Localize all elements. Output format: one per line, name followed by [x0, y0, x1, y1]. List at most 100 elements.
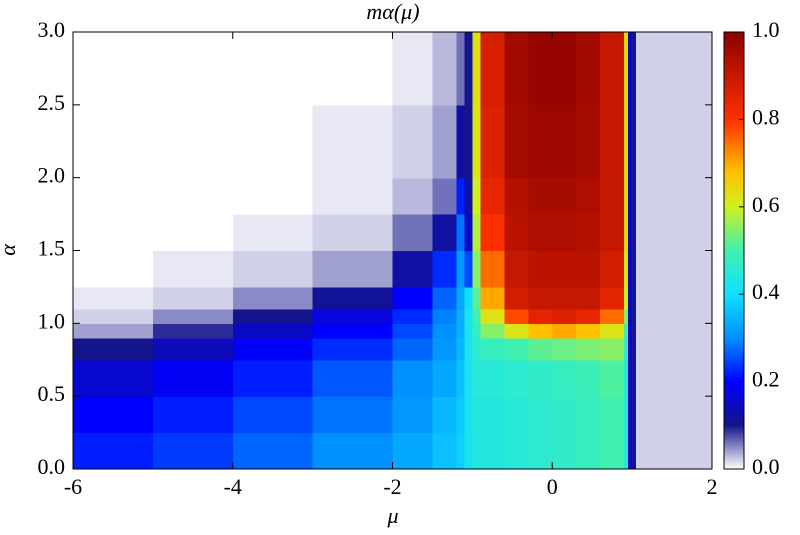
heat-cell: [472, 396, 481, 434]
heat-cell: [628, 250, 633, 288]
heat-cell: [552, 432, 577, 470]
heat-cell: [504, 286, 529, 310]
heat-cell: [480, 250, 505, 288]
heat-cell: [624, 250, 629, 288]
heat-cell: [232, 214, 314, 252]
heat-cell: [504, 337, 529, 361]
heat-cell: [392, 104, 434, 179]
heat-cell: [432, 396, 457, 434]
heat-cell: [73, 286, 154, 310]
heat-cell: [672, 214, 713, 252]
heat-cell: [152, 337, 234, 361]
heat-cell: [152, 432, 234, 470]
x-tick-label: -2: [383, 474, 401, 499]
heat-cell: [472, 250, 481, 288]
heat-cell: [600, 396, 625, 434]
colorbar: [723, 31, 745, 470]
heat-cell: [576, 337, 601, 361]
heat-cell: [672, 396, 713, 434]
heat-cell: [456, 432, 465, 470]
heat-cell: [73, 32, 154, 106]
heat-cell: [636, 250, 641, 288]
heat-cell: [528, 323, 553, 339]
chart-title: mα(μ): [366, 0, 419, 24]
heat-cell: [672, 177, 713, 215]
heat-cell: [464, 177, 473, 215]
heat-cell: [480, 286, 505, 310]
heat-cell: [73, 337, 154, 361]
y-tick-label: 2.0: [38, 163, 66, 188]
heat-cell: [672, 104, 713, 179]
heat-cell: [640, 396, 673, 434]
heat-cell: [600, 323, 625, 339]
heat-cell: [73, 214, 154, 252]
heat-cell: [528, 308, 553, 324]
heat-cell: [624, 359, 629, 397]
heat-cell: [636, 396, 641, 434]
colorbar-tick-label: 0.8: [752, 104, 780, 129]
heat-cell: [456, 250, 465, 288]
heat-cell: [232, 396, 314, 434]
y-tick-label: 0.0: [38, 454, 66, 479]
heat-cell: [464, 396, 473, 434]
heat-cell: [672, 286, 713, 310]
heat-cell: [480, 396, 505, 434]
heat-cell: [552, 32, 577, 106]
heat-cell: [528, 177, 553, 215]
heat-cell: [640, 323, 673, 339]
heat-cell: [624, 337, 629, 361]
heat-cell: [152, 286, 234, 310]
heat-cell: [624, 104, 629, 179]
heat-cell: [600, 250, 625, 288]
heat-cell: [640, 177, 673, 215]
heat-cell: [472, 214, 481, 252]
heat-cell: [472, 359, 481, 397]
heat-cell: [152, 177, 234, 215]
heat-cell: [576, 286, 601, 310]
heat-cell: [552, 359, 577, 397]
x-tick-label: 2: [707, 474, 718, 499]
y-tick-label: 2.5: [38, 90, 66, 115]
heat-cell: [632, 337, 637, 361]
heat-cell: [504, 396, 529, 434]
heat-cell: [600, 214, 625, 252]
heat-cell: [628, 214, 633, 252]
heat-cell: [672, 32, 713, 106]
heat-cell: [672, 308, 713, 324]
heat-cell: [552, 250, 577, 288]
colorbar-tick-label: 0.2: [752, 367, 780, 392]
heat-cell: [464, 323, 473, 339]
heat-cell: [232, 323, 314, 339]
heat-cell: [464, 250, 473, 288]
heat-cell: [432, 32, 457, 106]
heat-cell: [232, 308, 314, 324]
x-tick-label: 0: [547, 474, 558, 499]
heat-cell: [312, 214, 394, 252]
heat-cell: [464, 286, 473, 310]
heat-cell: [600, 177, 625, 215]
heat-cell: [640, 104, 673, 179]
heat-cell: [576, 308, 601, 324]
heat-cell: [576, 432, 601, 470]
heat-cell: [464, 214, 473, 252]
heat-cell: [73, 104, 154, 179]
heat-cell: [73, 308, 154, 324]
heat-cell: [576, 214, 601, 252]
heat-cell: [552, 104, 577, 179]
heat-cell: [528, 214, 553, 252]
heat-cell: [632, 396, 637, 434]
heat-cell: [456, 286, 465, 310]
heat-cell: [232, 104, 314, 179]
heat-cell: [624, 432, 629, 470]
heat-cell: [600, 359, 625, 397]
heat-cell: [552, 177, 577, 215]
heat-cell: [528, 396, 553, 434]
heat-cell: [312, 104, 394, 179]
heat-cell: [632, 214, 637, 252]
heat-cell: [504, 214, 529, 252]
x-tick-label: -6: [64, 474, 82, 499]
heat-cell: [232, 250, 314, 288]
heat-cell: [480, 432, 505, 470]
heat-cell: [472, 337, 481, 361]
